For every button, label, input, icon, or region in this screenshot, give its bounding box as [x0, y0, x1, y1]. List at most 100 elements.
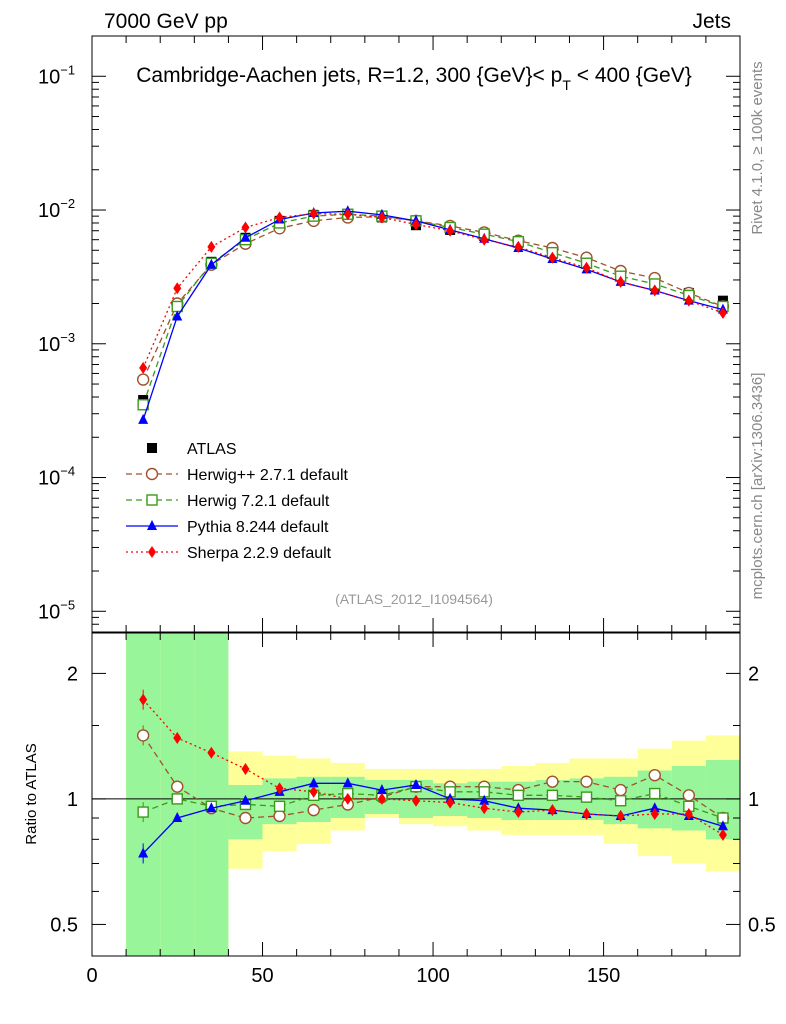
ratio-0-point-13 — [580, 775, 593, 788]
ratio-0-point-12 — [546, 775, 559, 788]
uncertainty-band-inner-2 — [194, 633, 229, 956]
series-line-4 — [142, 212, 724, 369]
series-4-point-6 — [343, 208, 352, 221]
ratio-3-point-7 — [377, 792, 386, 805]
ratio-3-point-9 — [446, 796, 455, 809]
series-4-point-2 — [207, 240, 216, 253]
ratio-0-point-3 — [239, 811, 252, 825]
xtick-label-0: 0 — [86, 965, 97, 987]
series-4-point-8 — [412, 218, 420, 231]
ratio-2-point-8 — [411, 778, 421, 789]
series-4-point-0 — [139, 361, 148, 374]
ratio-1-point-13 — [580, 791, 593, 803]
xtick-label-1: 50 — [251, 965, 273, 987]
series-4-point-16 — [684, 294, 693, 307]
legend-label-2: Herwig 7.2.1 default — [187, 493, 330, 510]
rivet-version-label: Rivet 4.1.0, ≥ 100k events — [749, 61, 766, 234]
ratio-plot-panel: 0.5 0.5 1 1 2 2 0 50 100 150 Ratio to ATLAS — [23, 632, 776, 987]
ratio-3-point-5 — [309, 785, 318, 798]
ratio-2-point-17 — [717, 820, 728, 831]
xtick-label-3: 150 — [587, 965, 620, 987]
series-4-point-15 — [650, 284, 659, 297]
bottom-frame — [91, 632, 741, 957]
bottom-ytick-label-2: 2 — [67, 663, 78, 685]
legend-marker-3 — [147, 520, 157, 530]
ratio-0-point-16 — [682, 789, 696, 802]
ratio-3-point-17 — [718, 828, 727, 841]
main-plot-panel: Cambridge-Aachen jets, R=1.2, 300 {GeV}<… — [38, 35, 741, 633]
series-3-point-3 — [240, 231, 251, 242]
ratio-0-point-4 — [273, 809, 286, 823]
top-ytick-label-1: 10−2 — [38, 196, 75, 222]
ratio-1-point-0 — [137, 806, 149, 818]
ratio-1-point-4 — [273, 800, 286, 813]
bottom-ytick-label-0: 0.5 — [50, 914, 78, 936]
ratio-2-point-10 — [479, 794, 490, 805]
ratio-3-point-8 — [412, 794, 420, 807]
series-line-1 — [142, 216, 724, 380]
series-4-point-1 — [173, 282, 182, 295]
legend-marker-0 — [147, 443, 157, 453]
ratio-line-2 — [142, 782, 724, 854]
ratio-1-point-11 — [512, 789, 525, 802]
ratio-3-point-14 — [616, 809, 625, 822]
ratio-3-point-0 — [139, 693, 148, 706]
mcplots-label: mcplots.cern.ch [arXiv:1306.3436] — [749, 373, 766, 600]
ratio-3-point-16 — [684, 808, 693, 821]
bottom-ytick-label-right-2: 2 — [748, 663, 759, 685]
series-4-point-5 — [309, 207, 318, 220]
legend-label-0: ATLAS — [187, 441, 237, 458]
ratio-2-point-7 — [376, 784, 387, 795]
bottom-ytick-label-right-0: 0.5 — [748, 914, 776, 936]
series-line-3 — [142, 210, 724, 421]
series-4-point-12 — [548, 251, 557, 264]
legend-label-1: Herwig++ 2.7.1 default — [187, 467, 349, 484]
series-3-point-0 — [138, 413, 149, 424]
ratio-3-point-15 — [650, 808, 659, 821]
ratio-1-point-14 — [614, 795, 627, 807]
legend: ATLAS Herwig++ 2.7.1 default Herwig 7.2.1 … — [126, 441, 349, 562]
ratio-axis-label: Ratio to ATLAS — [23, 743, 40, 844]
series-3-point-1 — [172, 310, 183, 321]
bottom-ytick-label-right-1: 1 — [748, 789, 759, 811]
ratio-3-point-12 — [548, 804, 557, 817]
series-4-point-3 — [241, 221, 250, 234]
series-4-point-4 — [275, 211, 284, 224]
ratio-3-point-1 — [173, 731, 182, 744]
top-frame — [91, 35, 741, 633]
top-ytick-label-2: 10−3 — [38, 330, 75, 356]
series-4-point-10 — [480, 233, 489, 246]
ratio-0-point-5 — [307, 803, 320, 817]
series-1-point-0 — [136, 373, 150, 386]
ratio-2-point-1 — [172, 811, 183, 822]
series-4-point-7 — [377, 211, 386, 224]
ratio-2-point-6 — [342, 777, 353, 788]
xtick-label-2: 100 — [416, 965, 449, 987]
series-line-2 — [142, 213, 724, 405]
ratio-3-point-10 — [480, 802, 489, 815]
ratio-3-point-6 — [343, 792, 352, 805]
ratio-0-point-15 — [648, 768, 661, 782]
ratio-3-point-11 — [514, 806, 523, 819]
header-energy: 7000 GeV pp — [104, 10, 228, 33]
legend-marker-4 — [148, 546, 156, 558]
series-4-point-14 — [616, 275, 625, 288]
legend-marker-1 — [145, 467, 159, 481]
analysis-id-watermark: (ATLAS_2012_I1094564) — [335, 591, 493, 607]
ratio-1-point-1 — [171, 793, 183, 805]
series-4-point-9 — [446, 224, 455, 237]
ratio-2-point-15 — [649, 802, 660, 813]
ratio-3-point-4 — [275, 782, 284, 795]
ratio-2-point-0 — [138, 847, 149, 858]
ratio-3-point-3 — [241, 762, 250, 775]
ratio-3-point-2 — [207, 746, 216, 759]
top-ytick-label-3: 10−4 — [38, 464, 75, 490]
legend-marker-2 — [146, 494, 158, 506]
series-3-point-2 — [206, 258, 217, 269]
series-4-point-17 — [718, 306, 727, 319]
legend-label-4: Sherpa 2.2.9 default — [187, 545, 332, 562]
ratio-0-point-1 — [171, 780, 184, 793]
legend-label-3: Pythia 8.244 default — [187, 519, 329, 536]
ratio-0-point-14 — [614, 783, 627, 797]
ratio-3-point-13 — [582, 808, 591, 821]
